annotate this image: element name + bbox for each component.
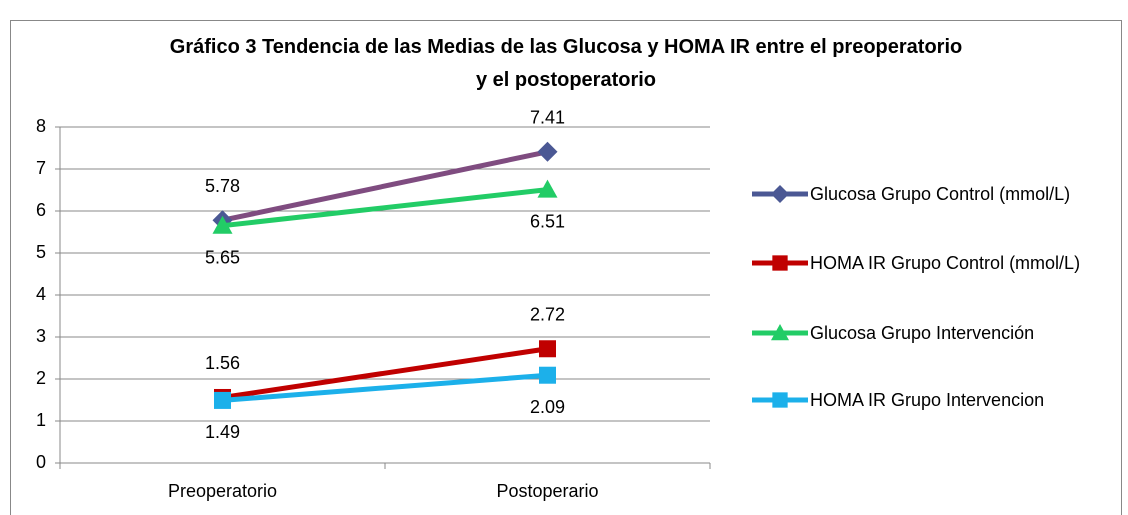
series-line: [221, 149, 549, 223]
data-label: 7.41: [530, 108, 565, 128]
marker: [212, 215, 233, 234]
data-label: 5.65: [205, 247, 240, 267]
marker: [539, 366, 556, 384]
y-tick-label: 2: [36, 368, 46, 388]
y-tick-label: 1: [36, 410, 46, 430]
marker: [214, 391, 231, 409]
data-label: 1.56: [205, 353, 240, 373]
marker: [771, 324, 789, 341]
data-label: 6.51: [530, 211, 565, 231]
marker: [537, 141, 558, 162]
marker: [772, 392, 788, 408]
y-tick-label: 6: [36, 200, 46, 220]
data-label: 5.78: [205, 176, 240, 196]
series-line: [222, 346, 548, 400]
legend-label: Glucosa Grupo Intervención: [810, 323, 1035, 343]
legend-label: Glucosa Grupo Control (mmol/L): [810, 184, 1071, 204]
data-label: 2.09: [530, 397, 565, 417]
marker: [772, 255, 788, 271]
series-line: [222, 187, 548, 229]
marker: [539, 340, 556, 358]
data-label: 1.49: [205, 422, 240, 442]
chart-title: Gráfico 3 Tendencia de las Medias de las…: [169, 36, 963, 91]
y-tick-label: 3: [36, 326, 46, 346]
marker: [537, 179, 558, 198]
x-tick-label: Preoperatorio: [168, 481, 277, 501]
marker: [771, 185, 789, 203]
y-tick-label: 7: [36, 158, 46, 178]
legend-label: HOMA IR Grupo Intervencion: [810, 390, 1045, 410]
chart-frame: [10, 20, 1122, 515]
y-tick-label: 5: [36, 242, 46, 262]
y-tick-label: 8: [36, 116, 46, 136]
legend-label: HOMA IR Grupo Control (mmol/L): [810, 253, 1081, 273]
y-tick-label: 0: [36, 452, 46, 472]
x-tick-label: Postoperario: [496, 481, 598, 501]
data-label: 2.72: [530, 305, 565, 325]
series-line: [222, 372, 548, 403]
y-tick-label: 4: [36, 284, 46, 304]
